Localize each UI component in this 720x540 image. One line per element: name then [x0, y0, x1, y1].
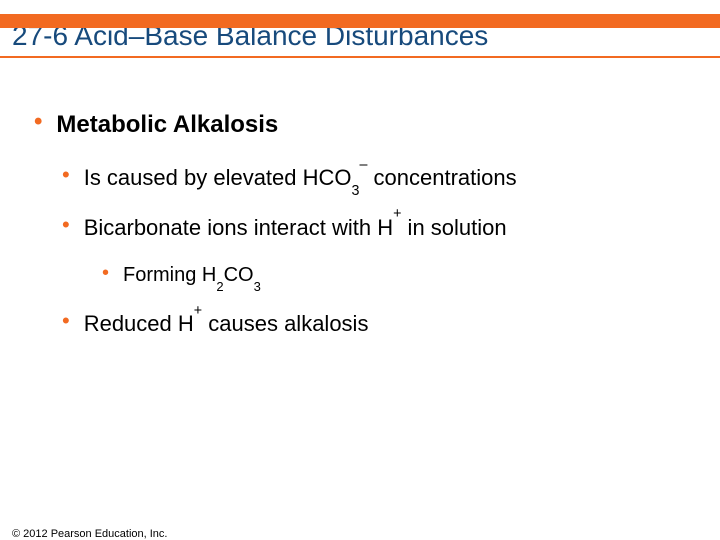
title-underline [0, 56, 720, 58]
bullet-icon: • [62, 310, 70, 332]
bullet-icon: • [102, 263, 109, 283]
bullet-icon: • [62, 214, 70, 236]
text-fragment: causes alkalosis [202, 311, 368, 336]
bullet-level2: • Bicarbonate ions interact with H+ in s… [62, 214, 692, 242]
bullet-text: Bicarbonate ions interact with H+ in sol… [84, 214, 507, 242]
text-fragment: Reduced H [84, 311, 194, 336]
slide: 27-6 Acid–Base Balance Disturbances • Me… [0, 14, 720, 540]
superscript: + [194, 303, 202, 319]
content-area: • Metabolic Alkalosis • Is caused by ele… [0, 110, 720, 360]
text-fragment: in solution [401, 215, 506, 240]
text-fragment: Is caused by elevated HCO [84, 165, 352, 190]
text-fragment: concentrations [367, 165, 516, 190]
text-fragment: CO [224, 264, 254, 286]
bullet-level3: • Forming H2CO3 [102, 263, 692, 288]
bullet-icon: • [62, 164, 70, 186]
subscript: 3 [352, 183, 360, 199]
bullet-level1: • Metabolic Alkalosis [34, 110, 692, 140]
superscript: – [359, 157, 367, 173]
bullet-text: Metabolic Alkalosis [56, 110, 278, 140]
bullet-level2: • Reduced H+ causes alkalosis [62, 310, 692, 338]
bullet-text: Reduced H+ causes alkalosis [84, 310, 369, 338]
bullet-text: Forming H2CO3 [123, 263, 261, 288]
copyright-text: © 2012 Pearson Education, Inc. [12, 528, 167, 540]
text-fragment: Bicarbonate ions interact with H [84, 215, 393, 240]
text-fragment: Forming H [123, 264, 216, 286]
subscript: 2 [216, 279, 223, 294]
bullet-level2: • Is caused by elevated HCO3– concentrat… [62, 164, 692, 192]
accent-bar [0, 14, 720, 28]
bullet-text: Is caused by elevated HCO3– concentratio… [84, 164, 517, 192]
subscript: 3 [254, 279, 261, 294]
bullet-icon: • [34, 110, 42, 134]
superscript: + [393, 206, 401, 222]
